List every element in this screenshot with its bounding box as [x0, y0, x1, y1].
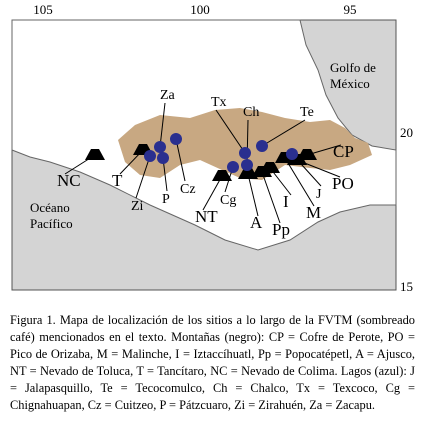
lake-label: Tx: [211, 95, 227, 110]
lake: [241, 159, 253, 171]
sea-label: Golfo de: [330, 60, 376, 75]
leader-line: [261, 171, 281, 224]
lake: [144, 150, 156, 162]
leader-line: [175, 138, 186, 182]
lake: [227, 161, 239, 173]
sea-label: Pacífico: [30, 216, 73, 231]
mountain-label: CP: [333, 142, 354, 161]
sea-label: Océano: [30, 200, 70, 215]
lon-label: 100: [190, 2, 210, 17]
leader-line: [284, 157, 315, 207]
lon-label: 105: [33, 2, 53, 17]
mountain-label: T: [112, 171, 123, 190]
mountain-label: A: [250, 213, 263, 232]
leader-line: [215, 109, 246, 154]
lat-label: 15: [400, 279, 413, 294]
leader-line: [202, 175, 223, 211]
lake: [286, 148, 298, 160]
lat-label: 20: [400, 125, 413, 140]
sea-label: México: [330, 76, 370, 91]
mountain-label: PO: [332, 174, 354, 193]
leader-line: [261, 119, 306, 147]
mountain-label: M: [306, 203, 321, 222]
mountain-label: NC: [57, 171, 81, 190]
mountain: [212, 170, 232, 181]
leader-line: [159, 102, 166, 148]
leader-line: [135, 155, 151, 199]
leader-line: [291, 153, 322, 187]
fvtm-belt: [118, 108, 372, 180]
mountain-label: I: [283, 192, 289, 211]
lake-label: Zi: [131, 199, 144, 214]
lake-label: Cg: [220, 193, 236, 208]
lake: [239, 147, 251, 159]
lake-label: Cz: [180, 182, 196, 197]
lake: [157, 152, 169, 164]
mountain: [85, 149, 105, 160]
lake-label: J: [316, 187, 322, 202]
mountain: [238, 168, 258, 179]
mountain-label: Pp: [272, 220, 290, 239]
lake-label: Ch: [243, 105, 259, 120]
lake: [170, 133, 182, 145]
lake-label: Te: [300, 105, 314, 120]
lake: [256, 140, 268, 152]
leader-line: [247, 173, 259, 217]
lake-label: P: [162, 192, 170, 207]
lake: [154, 141, 166, 153]
lake-label: Za: [160, 88, 176, 103]
caption: Figura 1. Mapa de localización de los si…: [10, 313, 415, 412]
mountain-label: NT: [195, 207, 218, 226]
lon-label: 95: [344, 2, 357, 17]
mountain: [252, 166, 272, 177]
